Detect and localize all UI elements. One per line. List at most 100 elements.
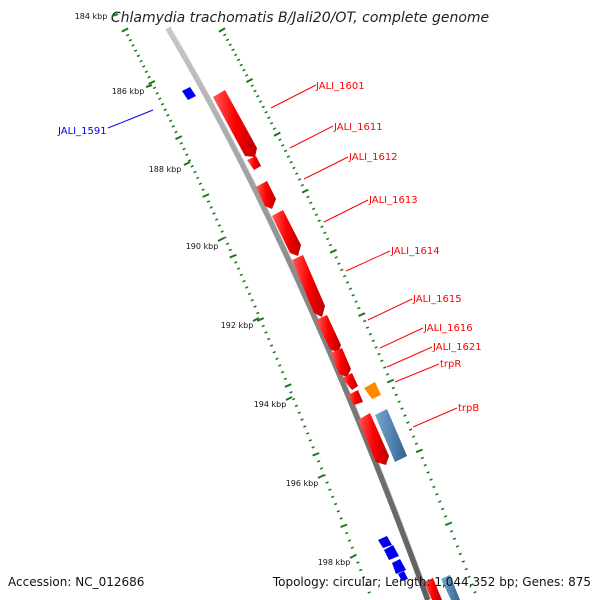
gene-jali-1615[interactable] bbox=[316, 315, 341, 353]
inner-track-tick bbox=[185, 153, 189, 157]
outer-track-tick bbox=[385, 373, 390, 376]
outer-track-tick bbox=[309, 201, 313, 205]
tick-labels: 184 kbp 186 kbp 188 kbp 190 kbp 192 kbp … bbox=[75, 12, 357, 567]
outer-tick-track bbox=[218, 27, 477, 594]
inner-track-tick bbox=[345, 531, 349, 535]
gene-label-jali-1614[interactable]: JALI_1614 bbox=[390, 246, 440, 257]
inner-track-tick bbox=[239, 273, 243, 277]
inner-track-tick bbox=[212, 212, 216, 215]
outer-track-tick bbox=[300, 183, 305, 187]
inner-track-tick bbox=[190, 164, 194, 168]
outer-track-tick bbox=[362, 319, 367, 323]
outer-track-tick bbox=[444, 521, 453, 527]
gene-reverse[interactable] bbox=[398, 571, 408, 581]
inner-track-tick bbox=[131, 44, 135, 47]
gene-trpr[interactable] bbox=[364, 382, 381, 399]
gene-red-bottom[interactable] bbox=[424, 578, 442, 600]
gene-label-jali-1616[interactable]: JALI_1616 bbox=[423, 323, 473, 334]
tick-mark bbox=[349, 554, 357, 559]
gene-jali-1611[interactable] bbox=[247, 156, 261, 170]
gene-label-jali-1601[interactable]: JALI_1601 bbox=[315, 81, 365, 92]
inner-track-tick bbox=[250, 298, 254, 302]
gene-red-large[interactable] bbox=[358, 413, 389, 465]
leader-line-trpb bbox=[412, 407, 458, 428]
outer-track-tick bbox=[295, 172, 299, 176]
gene-reverse[interactable] bbox=[392, 559, 406, 574]
leader-line-jali-1601 bbox=[270, 84, 317, 109]
outer-track-tick bbox=[292, 166, 296, 170]
outer-track-tick bbox=[306, 195, 310, 199]
gene-red-small[interactable] bbox=[348, 390, 363, 405]
gene-jali-1621[interactable] bbox=[342, 373, 358, 390]
gene-reverse[interactable] bbox=[378, 536, 392, 548]
inner-track-tick bbox=[206, 200, 211, 203]
tick-mark bbox=[285, 396, 293, 401]
inner-track-tick bbox=[175, 135, 183, 141]
inner-track-tick bbox=[264, 331, 268, 334]
outer-track-tick bbox=[272, 127, 277, 131]
gene-jali-1616[interactable] bbox=[331, 348, 351, 377]
tick-label-196: 196 kbp bbox=[286, 479, 319, 488]
gene-label-jali-1621[interactable]: JALI_1621 bbox=[432, 342, 482, 353]
gene-trpb[interactable] bbox=[375, 409, 407, 462]
gene-jali-1612[interactable] bbox=[256, 181, 276, 209]
leader-line-jali-1613 bbox=[323, 199, 369, 223]
inner-track-tick bbox=[269, 344, 274, 347]
inner-track-tick bbox=[242, 279, 246, 283]
leader-line-jali-1591 bbox=[107, 109, 154, 129]
outer-track-tick bbox=[253, 89, 257, 93]
outer-track-tick bbox=[345, 281, 350, 284]
inner-track-tick bbox=[201, 188, 205, 191]
inner-track-tick bbox=[303, 425, 307, 428]
inner-track-tick bbox=[160, 102, 165, 106]
gene-label-jali-1615[interactable]: JALI_1615 bbox=[412, 294, 462, 305]
inner-track-tick bbox=[272, 350, 276, 354]
inner-track-tick bbox=[367, 591, 371, 594]
outer-track-tick bbox=[461, 560, 465, 563]
outer-track-tick bbox=[403, 414, 407, 417]
outer-track-tick bbox=[449, 530, 454, 533]
inner-track-tick bbox=[182, 147, 186, 151]
gene-jali-1613[interactable] bbox=[272, 210, 301, 256]
leader-line-jali-1616 bbox=[379, 327, 424, 349]
outer-track-tick bbox=[452, 537, 457, 541]
outer-track-tick bbox=[334, 256, 338, 259]
inner-track-tick bbox=[364, 583, 369, 587]
inner-track-tick bbox=[261, 324, 265, 328]
inner-track-tick bbox=[179, 142, 184, 145]
inner-track-tick bbox=[278, 364, 282, 367]
tick-mark bbox=[217, 237, 225, 242]
inner-track-tick bbox=[209, 206, 213, 209]
gene-label-jali-1591[interactable]: JALI_1591 bbox=[57, 126, 107, 137]
gene-label-jali-1611[interactable]: JALI_1611 bbox=[333, 122, 383, 133]
tick-mark bbox=[317, 474, 325, 479]
leader-line-jali-1614 bbox=[345, 250, 391, 272]
inner-track-tick bbox=[347, 539, 352, 542]
gene-reverse[interactable] bbox=[384, 545, 399, 560]
inner-track-tick bbox=[294, 404, 299, 408]
inner-track-tick bbox=[229, 253, 237, 259]
outer-track-tick bbox=[441, 507, 445, 511]
outer-track-tick bbox=[337, 262, 341, 265]
outer-track-tick bbox=[245, 78, 254, 83]
outer-track-tick bbox=[371, 339, 375, 343]
gene-label-jali-1612[interactable]: JALI_1612 bbox=[348, 152, 398, 163]
gene-jali-1614[interactable] bbox=[292, 255, 325, 317]
gene-label-trpb[interactable]: trpB bbox=[458, 403, 479, 414]
genome-stats-text: Topology: circular; Length: 1,044,352 bp… bbox=[272, 575, 591, 589]
gene-jali-1601[interactable] bbox=[213, 90, 257, 157]
gene-label-jali-1613[interactable]: JALI_1613 bbox=[368, 195, 418, 206]
outer-track-tick bbox=[286, 155, 291, 158]
gene-blue-bottom[interactable] bbox=[441, 575, 460, 600]
gene-label-trpr[interactable]: trpR bbox=[440, 359, 461, 370]
outer-track-tick bbox=[420, 456, 424, 460]
outer-track-tick bbox=[467, 575, 471, 579]
outer-track-tick bbox=[281, 144, 285, 147]
inner-track-tick bbox=[312, 452, 320, 457]
tick-label-194: 194 kbp bbox=[254, 400, 287, 409]
outer-track-tick bbox=[411, 435, 416, 438]
gene-jali-1591[interactable] bbox=[182, 87, 196, 100]
inner-track-tick bbox=[359, 568, 363, 572]
outer-track-tick bbox=[340, 268, 344, 272]
tick-mark bbox=[183, 161, 191, 166]
